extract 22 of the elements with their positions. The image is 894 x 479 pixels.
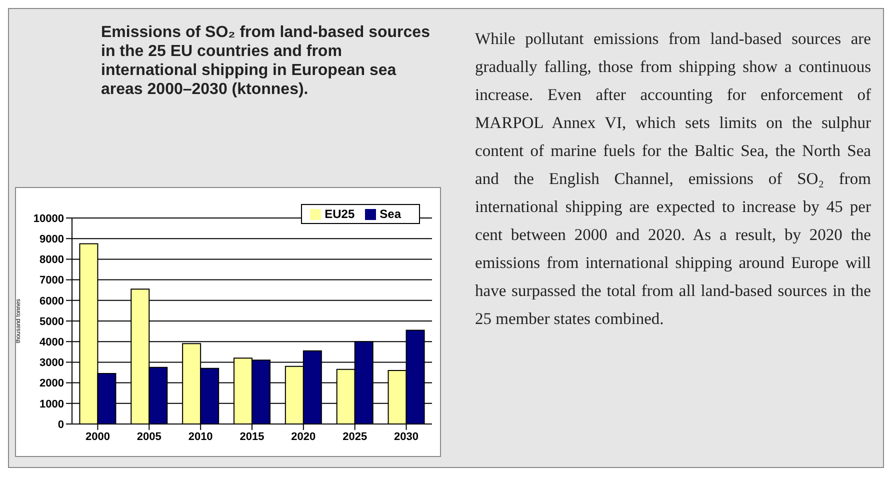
- y-tick-label: 9000: [40, 234, 64, 246]
- y-tick-label: 8000: [40, 254, 64, 266]
- x-tick-label: 2010: [188, 430, 213, 443]
- y-tick-label: 4000: [40, 336, 64, 349]
- chart-title: Emissions of SO₂ from land-based sources in the 25 EU countries and from international shipping in European sea areas 2000–2030 (ktonnes).: [101, 23, 431, 99]
- y-tick-label: 0: [58, 418, 64, 431]
- legend-label: Sea: [380, 207, 401, 221]
- text: While pollutant emissions from land-based sources are gradually falling, those from shipping show a continuous increase. Even after accounting for enforcement of MARPOL Annex VI, which sets limits on the sulphur content of marine fuels for the Baltic Sea, the North Sea and the English Channel, emissions of SO₂ from international shipping are expected to increase by 45 per cent between 2000 and 2020. As a result, by 2020 the emissions from international shipping around Europe will have surpassed the total from all land-based sources in the 25 member states combined.: [475, 29, 871, 328]
- x-tick-label: 2005: [136, 430, 162, 443]
- y-tick-label: 1000: [40, 398, 64, 410]
- x-tick-label: 2030: [394, 430, 419, 443]
- y-tick-label: 5000: [40, 316, 64, 328]
- y-tick-label: 6000: [40, 295, 64, 308]
- x-tick-label: 2015: [240, 430, 264, 443]
- x-tick-label: 2020: [291, 430, 316, 443]
- y-tick-label: 3000: [40, 357, 64, 370]
- y-tick-label: 2000: [40, 378, 64, 390]
- legend-label: EU25: [324, 207, 355, 221]
- y-tick-label: 10000: [33, 212, 64, 225]
- x-tick-label: 2025: [342, 430, 368, 443]
- x-tick-label: 2000: [85, 430, 110, 443]
- y-tick-label: 7000: [40, 274, 64, 287]
